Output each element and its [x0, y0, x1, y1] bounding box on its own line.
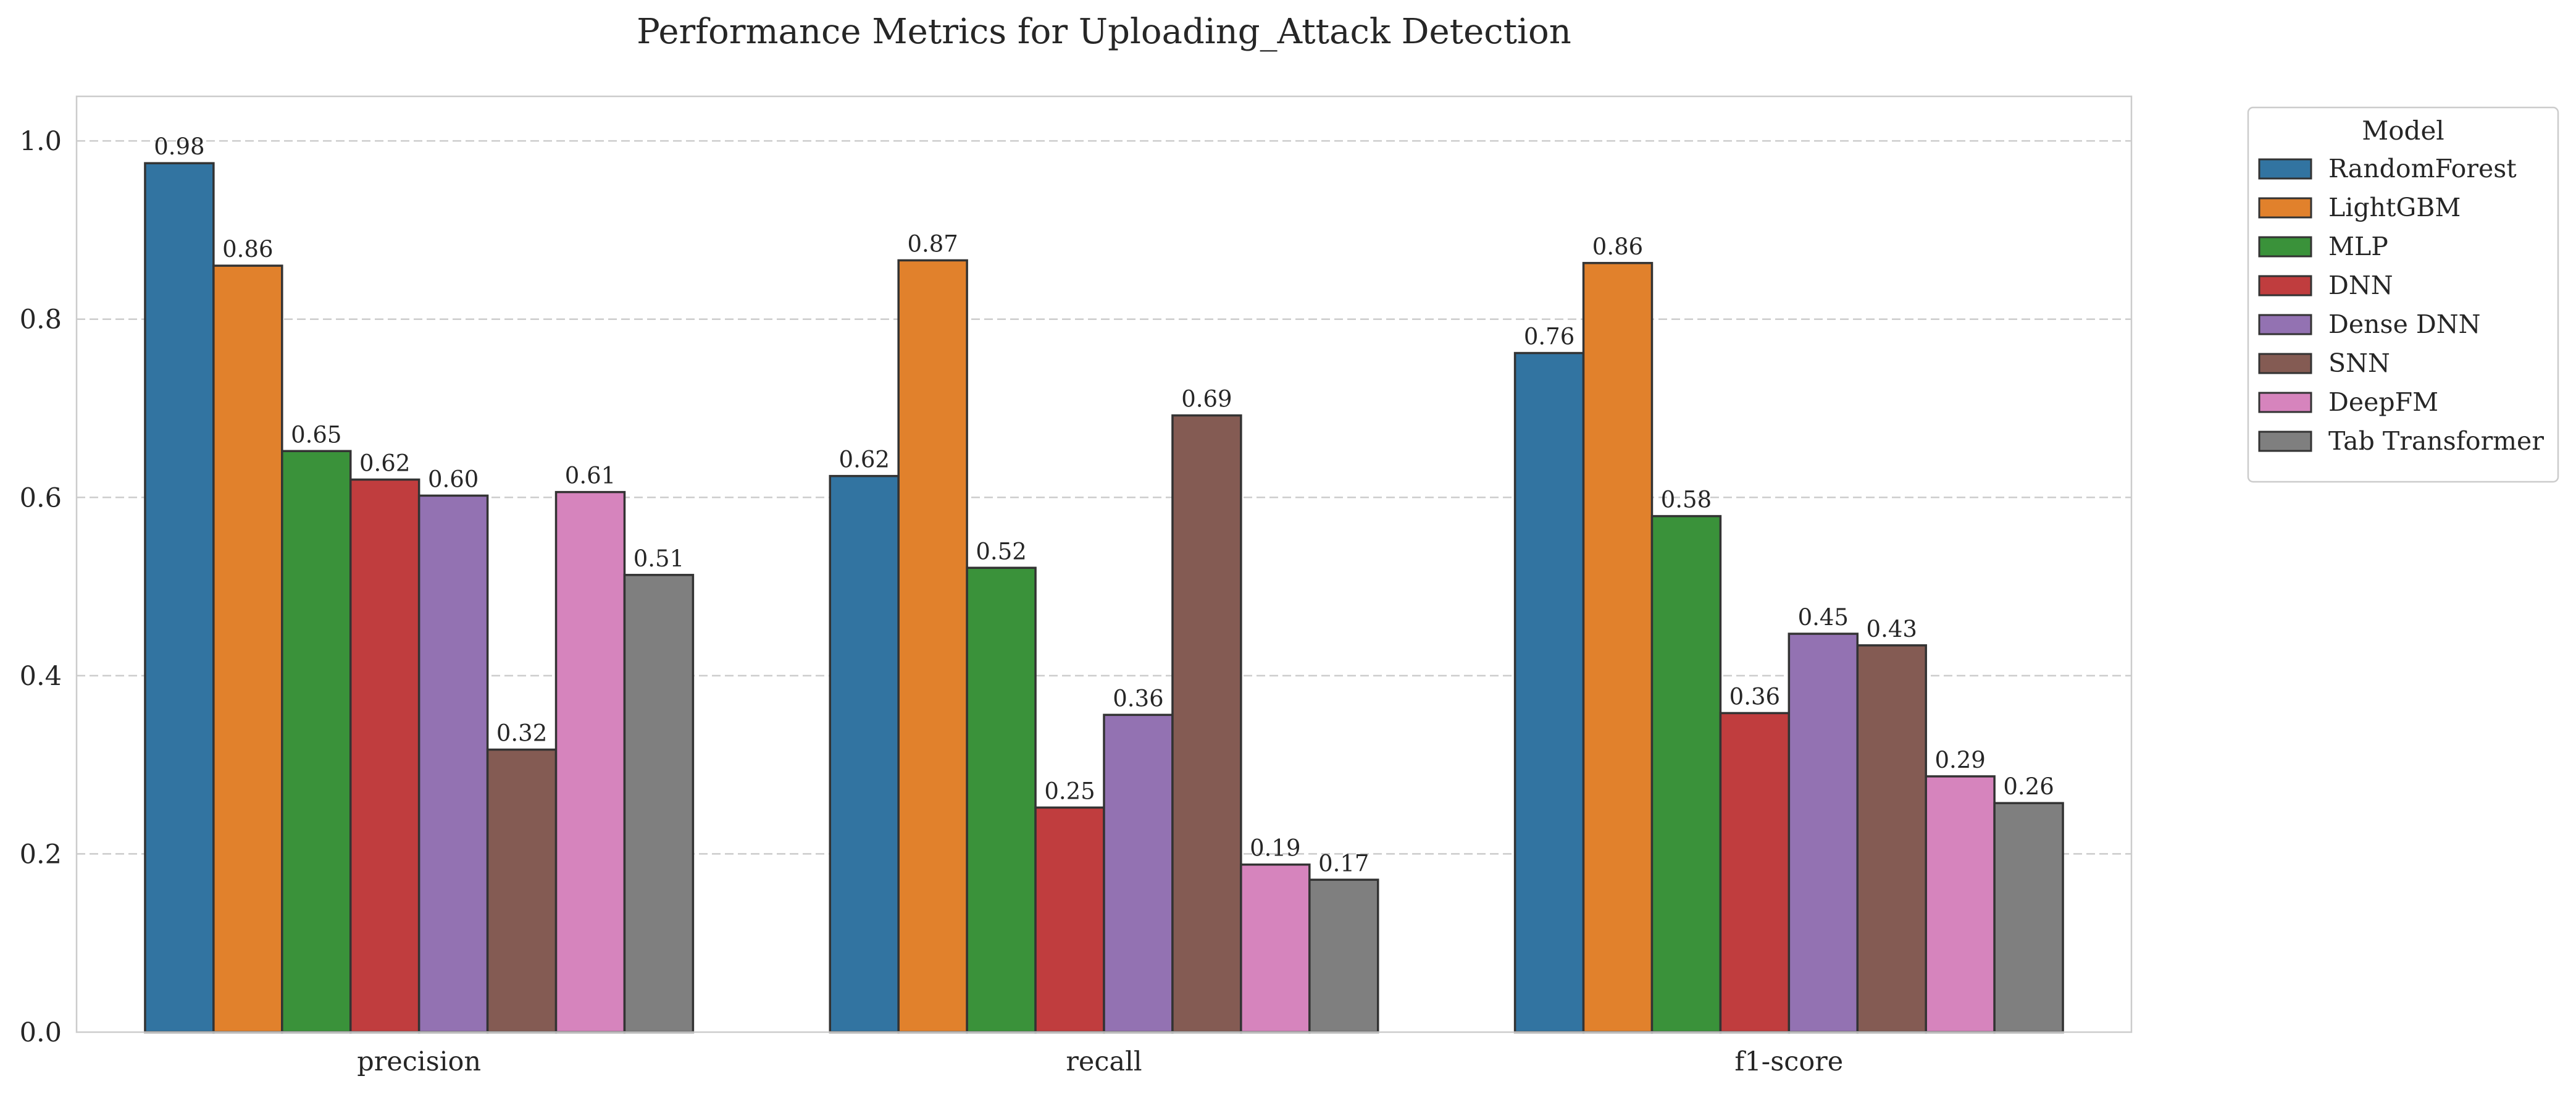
bar: [1513, 351, 1585, 1033]
x-tick-label: f1-score: [1734, 1046, 1843, 1077]
bar: [1582, 262, 1654, 1033]
bar-value-label: 0.60: [428, 466, 479, 492]
legend-item-label: Tab Transformer: [2328, 426, 2544, 456]
legend-box: [2247, 106, 2559, 483]
y-axis: 0.0 0.2 0.4 0.6 0.8 1.0: [20, 126, 62, 1048]
bar-value-label: 0.61: [565, 463, 616, 489]
bar: [1103, 713, 1174, 1033]
legend-swatch: [2258, 158, 2312, 180]
bar-value-label: 0.65: [291, 421, 341, 448]
x-tick-label: precision: [357, 1046, 481, 1077]
bar: [1240, 863, 1311, 1033]
bar: [829, 474, 900, 1033]
bar: [1719, 712, 1791, 1033]
chart-title: Performance Metrics for Uploading_Attack…: [637, 12, 1571, 52]
bar-value-label: 0.58: [1661, 487, 1712, 513]
legend-swatch: [2258, 275, 2312, 296]
bar-value-label: 0.29: [1934, 747, 1985, 773]
bar-value-label: 0.87: [907, 230, 958, 257]
bar-value-label: 0.52: [976, 538, 1026, 565]
bar-value-label: 0.62: [359, 450, 410, 476]
bar-value-label: 0.51: [634, 545, 684, 572]
legend[interactable]: Model RandomForest LightGBM MLP DNN Dense DN…: [2247, 106, 2559, 483]
y-tick-label: 0.4: [20, 661, 62, 692]
plot-frame: [75, 95, 2133, 1033]
legend-title: Model: [2362, 116, 2444, 146]
x-axis: precision recall f1-score: [357, 1046, 1843, 1077]
bar-value-label: 0.32: [496, 720, 547, 747]
legend-swatch: [2258, 236, 2312, 258]
legend-swatch: [2258, 197, 2312, 219]
y-tick-label: 0.2: [20, 839, 62, 870]
bar-value-label: 0.86: [222, 236, 273, 263]
bar: [349, 478, 420, 1033]
bar: [966, 566, 1037, 1033]
bar: [1993, 802, 2064, 1033]
bar-value-label: 0.26: [2003, 773, 2054, 800]
bar-value-label: 0.76: [1524, 324, 1574, 350]
bar-labels: 0.98 0.86 0.65 0.62 0.60 0.32 0.61 0.51 0.62 0.87…: [154, 133, 2054, 876]
bar: [417, 494, 489, 1033]
bar: [486, 748, 558, 1033]
legend-item-label: DNN: [2328, 271, 2393, 300]
legend-items: RandomForest LightGBM MLP DNN Dense DNN SNN De…: [2258, 154, 2544, 456]
bar-value-label: 0.86: [1592, 233, 1643, 260]
bar: [1925, 775, 1996, 1033]
legend-swatch: [2258, 431, 2312, 452]
legend-swatch: [2258, 314, 2312, 335]
legend-item-label: LightGBM: [2328, 193, 2461, 222]
legend-swatch: [2258, 353, 2312, 374]
bar: [1856, 644, 1927, 1033]
bar: [897, 259, 968, 1033]
bar-value-label: 0.43: [1867, 616, 1917, 642]
legend-item-label: RandomForest: [2328, 154, 2517, 183]
bar: [554, 490, 626, 1033]
bar-value-label: 0.36: [1729, 683, 1780, 710]
bar: [1171, 414, 1242, 1033]
bar-value-label: 0.98: [154, 133, 204, 160]
bar: [623, 574, 695, 1033]
legend-item-label: Dense DNN: [2328, 309, 2481, 339]
bars: [144, 162, 2064, 1033]
x-tick-label: recall: [1066, 1046, 1142, 1077]
y-tick-label: 0.0: [20, 1017, 62, 1048]
y-tick-label: 0.6: [20, 482, 62, 513]
bar: [1788, 633, 1859, 1033]
y-tick-label: 0.8: [20, 305, 62, 335]
y-tick-label: 1.0: [20, 126, 62, 157]
bar: [1308, 878, 1379, 1033]
bar: [281, 450, 352, 1033]
bar-value-label: 0.45: [1798, 604, 1849, 631]
bar: [144, 162, 215, 1033]
bar-value-label: 0.17: [1318, 850, 1369, 876]
bar-value-label: 0.36: [1113, 685, 1163, 712]
bar: [212, 264, 283, 1033]
legend-item-label: SNN: [2328, 348, 2390, 378]
bar-value-label: 0.25: [1044, 778, 1095, 804]
bar-value-label: 0.69: [1181, 386, 1232, 413]
legend-item-label: DeepFM: [2328, 387, 2438, 417]
bar-value-label: 0.62: [839, 447, 890, 473]
legend-swatch: [2258, 392, 2312, 413]
bar: [1034, 806, 1105, 1033]
bar: [1650, 515, 1722, 1033]
legend-item-label: MLP: [2328, 232, 2388, 261]
bar-value-label: 0.19: [1250, 835, 1300, 862]
